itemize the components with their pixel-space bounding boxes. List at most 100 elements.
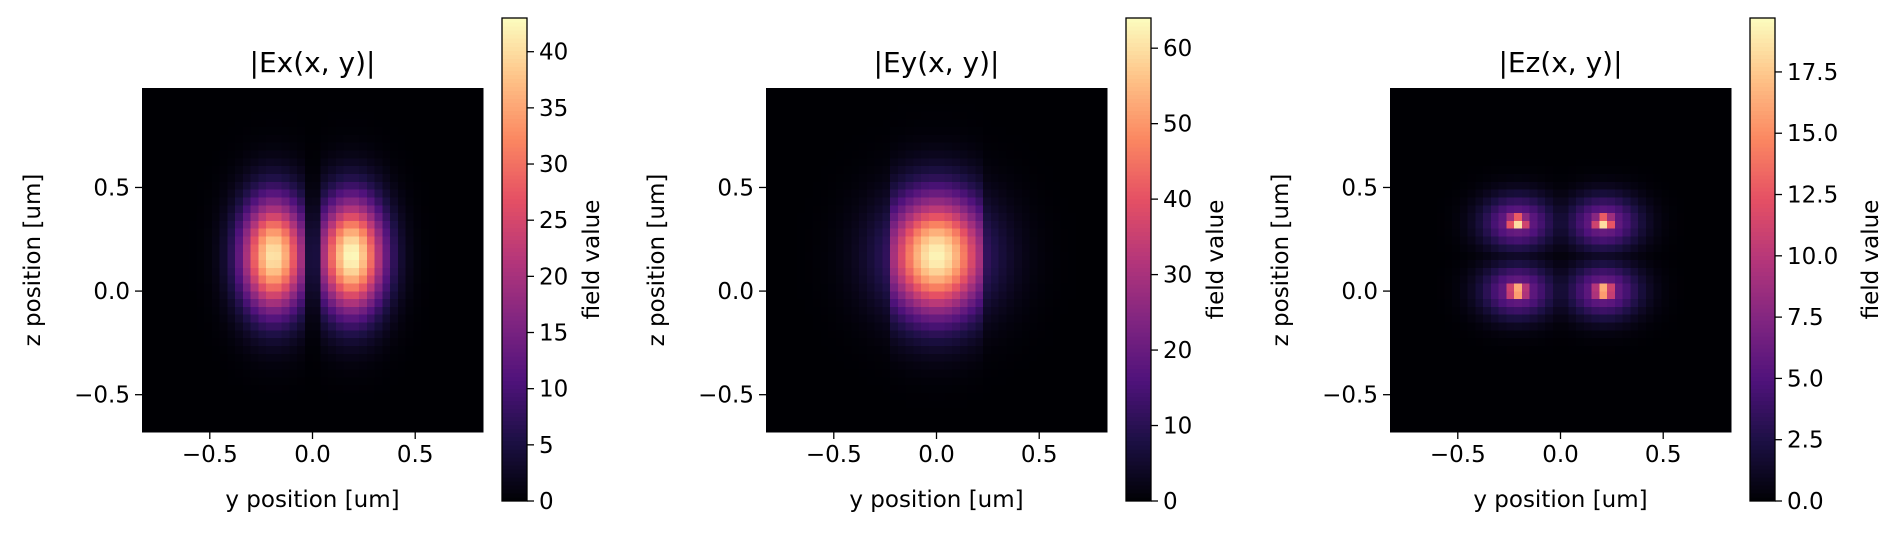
heatmap-cell	[1576, 158, 1585, 167]
heatmap-cell	[242, 408, 252, 417]
heatmap-cell	[413, 291, 422, 300]
heatmap-cell	[366, 353, 376, 363]
heatmap-cell	[475, 181, 484, 191]
heatmap-cell	[149, 158, 159, 167]
heatmap-cell	[812, 416, 821, 425]
heatmap-cell	[312, 361, 321, 371]
heatmap-cell	[859, 306, 868, 316]
heatmap-cell	[142, 181, 151, 191]
colorbar-step	[502, 158, 527, 164]
heatmap-cell	[467, 197, 476, 206]
heatmap-cell	[1684, 119, 1693, 128]
heatmap-cell	[382, 205, 391, 214]
heatmap-cell	[242, 197, 252, 206]
heatmap-cell	[1537, 142, 1546, 152]
heatmap-cell	[374, 252, 383, 261]
heatmap-cell	[1459, 119, 1469, 128]
heatmap-cell	[804, 103, 814, 113]
heatmap-cell	[851, 252, 860, 261]
y-tick-label: −0.5	[74, 383, 130, 409]
heatmap-cell	[173, 127, 182, 136]
heatmap-cell	[828, 95, 837, 105]
heatmap-cell	[1405, 158, 1414, 167]
heatmap-cell	[1676, 174, 1686, 183]
heatmap-cell	[1661, 142, 1670, 152]
heatmap-cell	[1029, 291, 1038, 300]
heatmap-cell	[851, 400, 860, 410]
heatmap-cell	[281, 385, 290, 394]
heatmap-cell	[1052, 244, 1062, 253]
heatmap-cell	[1037, 267, 1046, 277]
heatmap-cell	[959, 189, 969, 199]
heatmap-cell	[1413, 95, 1422, 105]
heatmap-cell	[211, 220, 221, 230]
heatmap-cell	[1014, 103, 1023, 113]
heatmap-cell	[204, 228, 213, 238]
heatmap-cell	[475, 361, 484, 371]
heatmap-cell	[467, 88, 476, 97]
heatmap-cell	[467, 353, 476, 363]
heatmap-cell	[897, 88, 907, 97]
heatmap-cell	[374, 189, 383, 199]
colorbar-step	[502, 118, 527, 124]
heatmap-cell	[297, 361, 306, 371]
heatmap-cell	[1068, 127, 1077, 136]
heatmap-cell	[843, 408, 852, 417]
heatmap-cell	[219, 142, 228, 152]
heatmap-cell	[967, 299, 976, 308]
heatmap-cell	[1692, 111, 1701, 120]
heatmap-cell	[1467, 119, 1476, 128]
heatmap-cell	[983, 346, 992, 355]
heatmap-cell	[1498, 213, 1507, 222]
heatmap-cell	[180, 189, 190, 199]
heatmap-cell	[219, 244, 228, 253]
heatmap-cell	[173, 267, 182, 277]
heatmap-cell	[382, 166, 391, 175]
heatmap-cell	[382, 213, 391, 222]
heatmap-cell	[1700, 134, 1709, 144]
heatmap-cell	[382, 244, 391, 253]
heatmap-cell	[1560, 213, 1569, 222]
heatmap-cell	[374, 275, 383, 285]
heatmap-cell	[258, 95, 267, 105]
heatmap-cell	[1622, 220, 1631, 230]
heatmap-cell	[1529, 111, 1538, 120]
heatmap-cell	[281, 361, 290, 371]
heatmap-cell	[1638, 95, 1647, 105]
colorbar-step	[1126, 340, 1151, 345]
heatmap-cell	[1045, 166, 1054, 175]
heatmap-cell	[390, 306, 399, 316]
heatmap-cell	[983, 353, 992, 363]
heatmap-cell	[436, 119, 445, 128]
heatmap-cell	[351, 291, 360, 300]
heatmap-cell	[1060, 158, 1069, 167]
heatmap-cell	[851, 220, 860, 230]
heatmap-cell	[975, 361, 984, 371]
heatmap-cell	[835, 275, 845, 285]
heatmap-cell	[835, 385, 845, 394]
heatmap-cell	[366, 330, 376, 339]
heatmap-cell	[304, 408, 314, 417]
heatmap-cell	[235, 181, 244, 191]
heatmap-cell	[1521, 228, 1531, 238]
heatmap-cell	[413, 424, 422, 433]
heatmap-cell	[366, 275, 376, 285]
heatmap-cell	[773, 142, 783, 152]
heatmap-cell	[1099, 142, 1108, 152]
heatmap-cell	[866, 275, 876, 285]
heatmap-cell	[343, 260, 352, 269]
heatmap-cell	[1021, 244, 1031, 253]
heatmap-cell	[343, 400, 352, 410]
heatmap-cell	[142, 158, 151, 167]
heatmap-cell	[1521, 134, 1531, 144]
heatmap-cell	[1490, 213, 1500, 222]
heatmap-cell	[242, 424, 252, 433]
heatmap-cell	[1521, 150, 1531, 159]
heatmap-cell	[421, 330, 430, 339]
heatmap-cell	[289, 322, 298, 331]
colorbar-step	[502, 299, 527, 305]
heatmap-cell	[1700, 142, 1709, 152]
colorbar-step	[502, 476, 527, 482]
heatmap-cell	[444, 174, 453, 183]
colorbar-step	[1126, 352, 1151, 357]
